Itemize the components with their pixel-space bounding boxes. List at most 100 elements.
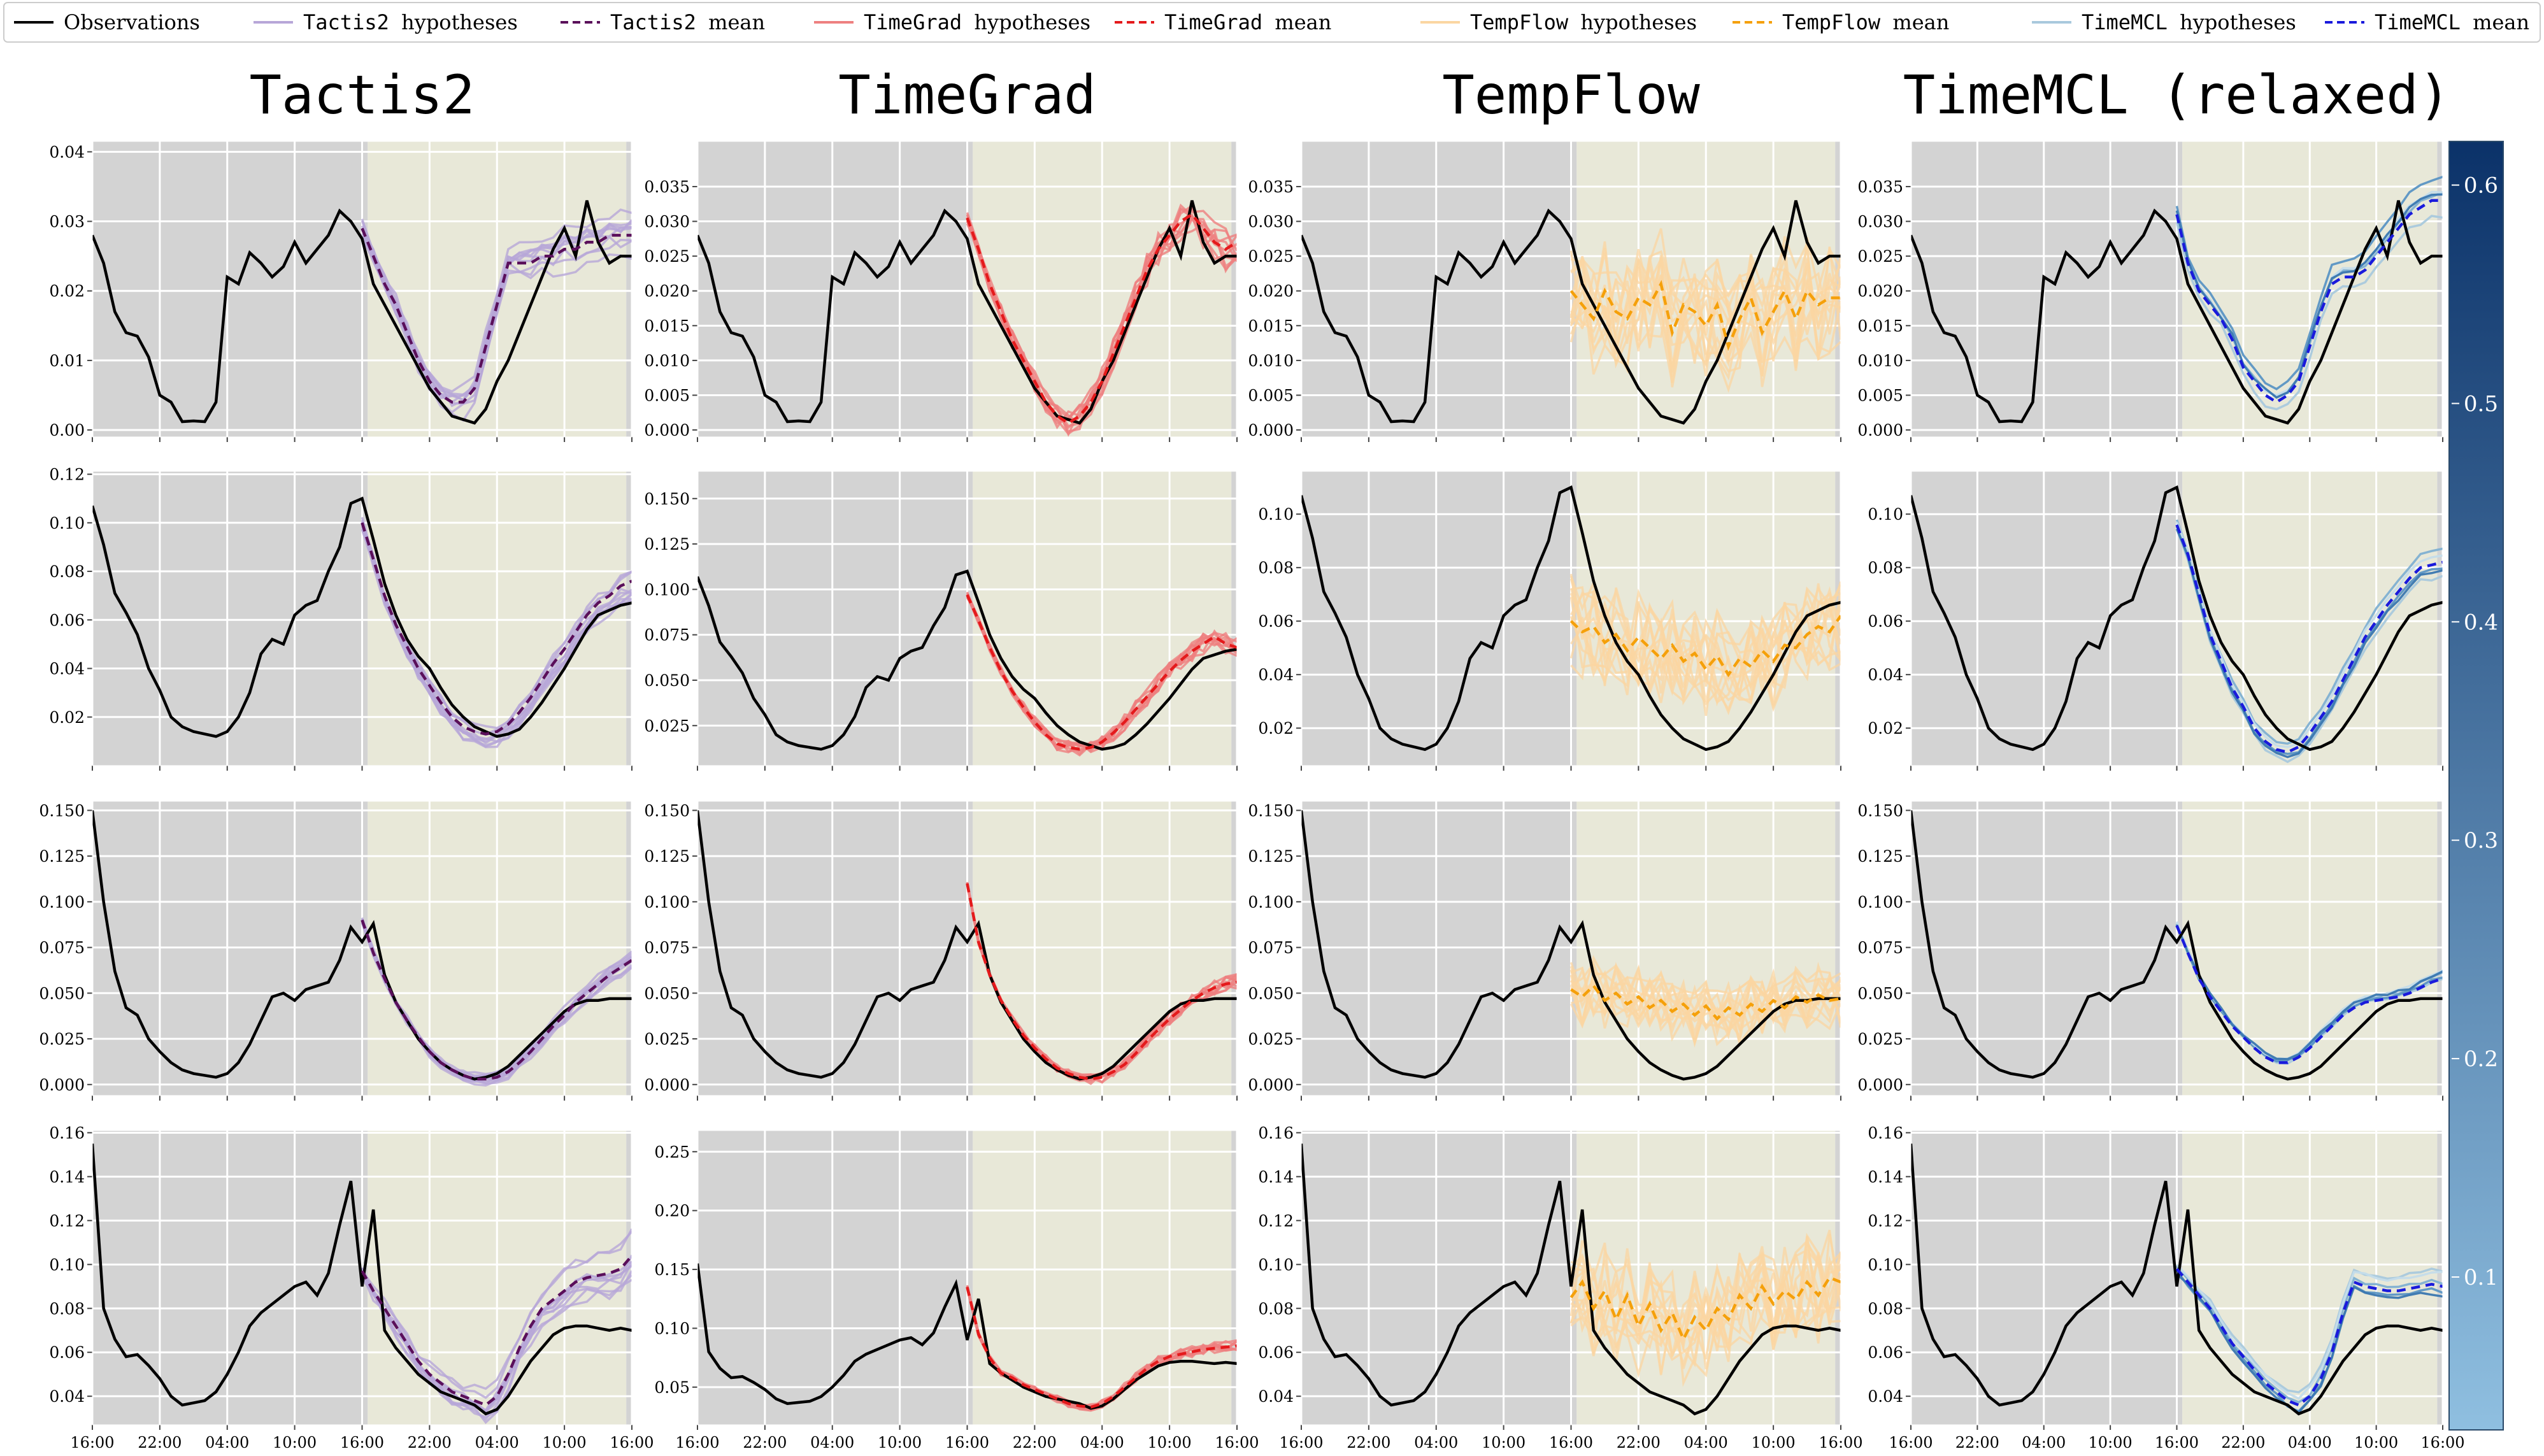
hypothesis-line (2175, 175, 2443, 390)
ytick-label: 0.035 (1857, 178, 1903, 196)
hypothesis-line (361, 1228, 632, 1390)
panel-frame (92, 1130, 632, 1425)
legend-desc-1: hypotheses (401, 10, 518, 34)
hypothesis-line (361, 1268, 632, 1421)
ytick-label: 0.050 (39, 984, 85, 1003)
column-title-1: TimeGrad (838, 64, 1096, 126)
legend-desc-6: mean (1892, 10, 1949, 34)
hypothesis-line (2176, 1273, 2443, 1414)
colorbar-tick-label: 0.1 (2464, 1265, 2498, 1290)
plot-area (1911, 175, 2443, 425)
observation-line (92, 496, 632, 738)
plot-area (1911, 810, 2443, 1081)
panel-r0-c3: 0.000 0.005 0.010 0.015 0.020 0.025 0.030 0.035 (1857, 141, 2444, 442)
ytick-label: 0.05 (654, 1378, 690, 1397)
panel-r1-c0: 0.02 0.04 0.06 0.08 0.10 0.12 (49, 466, 633, 771)
trailing-region (626, 471, 632, 766)
xtick-label: 10:00 (1482, 1434, 1526, 1452)
legend-label-0: Observations (64, 10, 200, 34)
ytick-label: 0.10 (1258, 1255, 1294, 1274)
ytick-label: 0.20 (654, 1202, 690, 1220)
xtick-label: 22:00 (1617, 1434, 1661, 1452)
ytick-label: 0.16 (1868, 1124, 1903, 1142)
colorbar-tick-label: 0.6 (2464, 173, 2498, 199)
panel-frame (1910, 141, 2443, 438)
observation-line (1911, 1143, 2443, 1416)
hypothesis-line (1570, 250, 1841, 369)
xtick-label: 04:00 (1684, 1434, 1728, 1452)
ytick-label: 0.025 (644, 1030, 690, 1048)
context-region (1911, 471, 2183, 766)
xtick-label: 16:00 (1215, 1434, 1259, 1452)
ytick-label: 0.16 (49, 1124, 85, 1142)
trailing-region (2437, 141, 2443, 437)
mean-line (2175, 1267, 2443, 1407)
colorbar-gradient (2448, 141, 2504, 1431)
xtick-label: 16:00 (1889, 1434, 1933, 1452)
ytick-label: 0.025 (644, 717, 690, 735)
hypothesis-line (2175, 521, 2443, 748)
legend-model-3: TimeGrad (864, 10, 974, 34)
hypothesis-line (2175, 193, 2443, 399)
mean-line (2175, 925, 2443, 1064)
context-region (697, 141, 973, 437)
hypothesis-line (361, 1264, 632, 1415)
observation-line (92, 200, 632, 425)
legend-label-5: TempFlow hypotheses (1470, 10, 1697, 34)
ytick-label: 0.000 (1248, 421, 1294, 439)
ytick-label: 0.06 (49, 1343, 85, 1362)
xtick-label: 04:00 (1414, 1434, 1458, 1452)
panels-grid: 0.00 0.01 0.02 0.03 0.04 0.000 0.005 0.010 0.015… (39, 141, 2465, 1452)
ytick-label: 0.10 (49, 514, 85, 532)
panel-frame (1910, 471, 2443, 766)
panel-frame (92, 801, 632, 1096)
legend-label-1: Tactis2 hypotheses (303, 10, 518, 34)
ytick-label: 0.100 (1857, 893, 1903, 911)
ytick-label: 0.125 (644, 847, 690, 866)
panel-r3-c2: 0.04 0.06 0.08 0.10 0.12 0.14 0.16 16:00 22:00 04… (1258, 1124, 1862, 1452)
hypothesis-line (1570, 1263, 1841, 1349)
ytick-label: 0.030 (644, 213, 690, 231)
plot-area (1301, 485, 1841, 752)
legend-model-7: TimeMCL (2082, 10, 2180, 34)
ytick-label: 0.010 (1857, 352, 1903, 370)
legend-desc-7: hypotheses (2180, 10, 2296, 34)
ytick-label: 0.015 (644, 317, 690, 335)
observation-line (1911, 485, 2443, 752)
plot-area (1911, 1143, 2443, 1416)
legend: Observations Tactis2 hypotheses Tactis2 me… (3, 2, 2541, 43)
context-region (92, 1131, 368, 1425)
ytick-label: 0.150 (644, 801, 690, 820)
plot-area (1301, 1143, 1841, 1416)
colorbar-tick-label: 0.4 (2464, 610, 2498, 635)
hypothesis-line (1569, 259, 1841, 381)
mean-line (966, 212, 1237, 425)
ytick-label: 0.025 (1857, 247, 1903, 266)
context-region (1301, 1131, 1577, 1425)
plot-area (1911, 485, 2443, 764)
panel-r0-c0: 0.00 0.01 0.02 0.03 0.04 (49, 141, 633, 442)
mean-line (2175, 199, 2443, 404)
plot-area (92, 200, 632, 425)
ytick-label: 0.04 (49, 1387, 85, 1406)
panel-frame (1910, 1130, 2443, 1425)
xtick-label: 16:00 (1819, 1434, 1862, 1452)
hypothesis-line (2176, 1265, 2443, 1404)
ytick-label: 0.14 (1258, 1167, 1294, 1186)
panel-frame (697, 471, 1238, 766)
panel-r3-c1: 0.05 0.10 0.15 0.20 0.25 16:00 22:00 04:00 10:00… (654, 1130, 1259, 1452)
ytick-label: 0.100 (644, 580, 690, 599)
panel-r3-c3: 0.04 0.06 0.08 0.10 0.12 0.14 0.16 16:00 22:00 04… (1868, 1124, 2464, 1452)
ytick-label: 0.06 (1868, 612, 1903, 631)
column-title-0: Tactis2 (249, 64, 475, 126)
panel-frame (1301, 141, 1841, 438)
column-titles: Tactis2 TimeGrad TempFlow TimeMCL (relaxed) (249, 64, 2450, 126)
legend-label-4: TimeGrad mean (1164, 10, 1331, 34)
colorbar: 0.1 0.2 0.3 0.4 0.5 0.6 (2448, 141, 2504, 1431)
trailing-region (1231, 141, 1237, 437)
xtick-label: 16:00 (2155, 1434, 2199, 1452)
ytick-label: 0.075 (1857, 939, 1903, 957)
ytick-label: 0.015 (1248, 317, 1294, 335)
hypothesis-line (2176, 1264, 2443, 1400)
